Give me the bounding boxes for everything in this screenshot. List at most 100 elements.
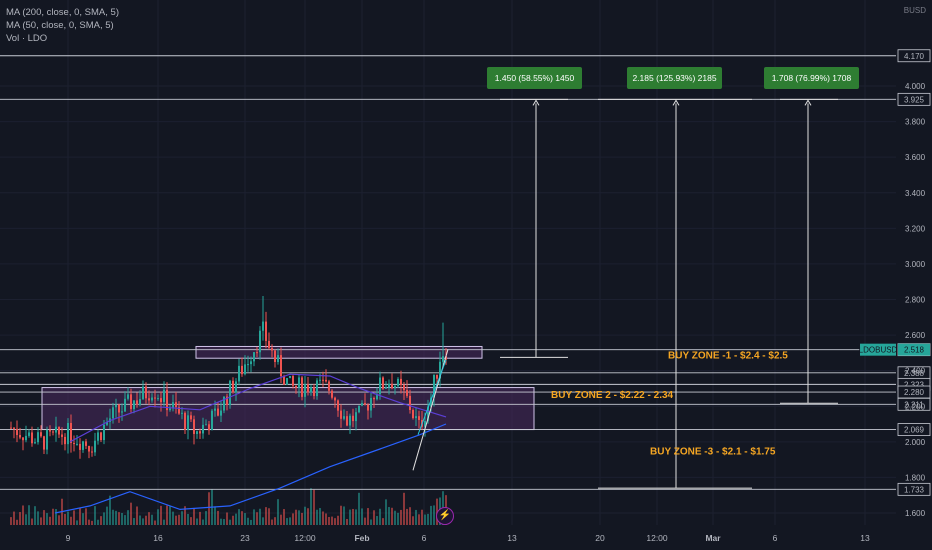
volume-bar bbox=[313, 489, 315, 525]
candle bbox=[67, 422, 69, 445]
price-tick-label: 3.600 bbox=[905, 153, 926, 162]
volume-bar bbox=[172, 511, 174, 525]
buy-zone-label[interactable]: BUY ZONE -1 - $2.4 - $2.5 bbox=[668, 351, 788, 362]
volume-bar bbox=[16, 519, 18, 525]
price-tick-label: 3.200 bbox=[905, 224, 926, 233]
volume-bar bbox=[373, 510, 375, 525]
buy-zone-label[interactable]: BUY ZONE 2 - $2.22 - 2.34 bbox=[551, 390, 674, 401]
volume-bar bbox=[31, 518, 33, 525]
measure-label-box[interactable] bbox=[627, 67, 722, 89]
time-tick-label: Feb bbox=[354, 533, 369, 543]
lightning-icon[interactable]: ⚡ bbox=[436, 507, 454, 525]
volume-bar bbox=[115, 510, 117, 525]
current-price-tag[interactable] bbox=[898, 343, 930, 356]
measure-label-box[interactable] bbox=[487, 67, 582, 89]
volume-bar bbox=[334, 518, 336, 525]
measure-label-box[interactable] bbox=[764, 67, 859, 89]
volume-bar bbox=[67, 511, 69, 525]
candle bbox=[418, 416, 420, 420]
candle bbox=[358, 405, 360, 413]
volume-bar bbox=[427, 513, 429, 525]
volume-bar bbox=[319, 508, 321, 525]
level-tag[interactable] bbox=[897, 397, 931, 411]
volume-bar bbox=[103, 512, 105, 525]
candle bbox=[25, 435, 27, 441]
candle bbox=[97, 432, 99, 441]
level-tag[interactable] bbox=[897, 92, 931, 106]
candle bbox=[169, 408, 171, 411]
candle bbox=[70, 422, 72, 444]
volume-bar bbox=[97, 519, 99, 525]
volume-bar bbox=[382, 518, 384, 525]
candle bbox=[346, 416, 348, 426]
candle bbox=[136, 400, 138, 405]
candle bbox=[394, 386, 396, 389]
candle bbox=[256, 352, 258, 354]
candlestick-series bbox=[10, 295, 447, 459]
time-tick-label: 23 bbox=[240, 533, 250, 543]
volume-bar bbox=[406, 508, 408, 525]
level-tag[interactable] bbox=[897, 482, 931, 496]
volume-bar bbox=[268, 508, 270, 525]
candle bbox=[16, 428, 18, 436]
volume-bar bbox=[196, 518, 198, 525]
volume-bar bbox=[229, 519, 231, 525]
candle bbox=[106, 422, 108, 425]
candle bbox=[328, 381, 330, 391]
candle bbox=[244, 364, 246, 375]
volume-bar bbox=[409, 507, 411, 525]
measure-tools[interactable]: 1.450 (58.55%) 1450 2.185 (125.93%) 2185 1… bbox=[487, 67, 859, 489]
candle bbox=[121, 411, 123, 413]
legend-ma50[interactable]: MA (50, close, 0, SMA, 5) bbox=[6, 20, 114, 31]
volume-bar bbox=[421, 509, 423, 525]
time-tick-label: 13 bbox=[507, 533, 517, 543]
upper-zone-box[interactable] bbox=[195, 345, 483, 359]
volume-bar bbox=[322, 511, 324, 525]
volume-bar bbox=[259, 508, 261, 525]
trend-lines[interactable] bbox=[412, 349, 449, 471]
candle bbox=[292, 376, 294, 386]
candle bbox=[304, 384, 306, 397]
legend-ma200[interactable]: MA (200, close, 0, SMA, 5) bbox=[6, 7, 119, 18]
trend-line[interactable] bbox=[417, 359, 447, 435]
buy-zone-label[interactable]: BUY ZONE -3 - $2.1 - $1.75 bbox=[650, 447, 776, 458]
volume-bar bbox=[43, 510, 45, 525]
legend-volume[interactable]: Vol · LDO bbox=[6, 33, 48, 44]
candle bbox=[259, 330, 261, 353]
time-tick-label: 12:00 bbox=[294, 533, 316, 543]
volume-bar bbox=[52, 508, 54, 525]
volume-bar bbox=[40, 517, 42, 525]
level-tag[interactable] bbox=[897, 423, 931, 436]
candle bbox=[85, 441, 87, 446]
level-tag-label: 4.170 bbox=[904, 52, 925, 61]
candle bbox=[43, 436, 45, 450]
ma50-line bbox=[69, 373, 447, 443]
buy-zone-annotations[interactable]: BUY ZONE -1 - $2.4 - $2.5 BUY ZONE 2 - $2… bbox=[551, 351, 788, 458]
volume-bar bbox=[370, 519, 372, 525]
time-tick-label: 12:00 bbox=[646, 533, 668, 543]
price-axis[interactable]: 1.600 1.800 2.000 2.200 2.400 2.600 2.800 3.000… bbox=[905, 82, 926, 518]
candle bbox=[403, 384, 405, 391]
candle bbox=[10, 427, 12, 429]
candle bbox=[127, 394, 129, 399]
candle bbox=[319, 379, 321, 381]
volume-bar bbox=[283, 509, 285, 525]
symbol-tag[interactable] bbox=[860, 343, 896, 356]
level-tag-label: 1.733 bbox=[904, 485, 925, 494]
volume-bar bbox=[412, 516, 414, 525]
volume-bar bbox=[76, 520, 78, 525]
volume-bar bbox=[148, 512, 150, 525]
price-tick-label: 2.600 bbox=[905, 331, 926, 340]
candle bbox=[334, 397, 336, 401]
time-axis[interactable]: 9 16 23 12:00 Feb 6 13 20 12:00 Mar 6 13 bbox=[66, 533, 870, 543]
candle bbox=[145, 386, 147, 399]
volume-bar bbox=[217, 510, 219, 525]
level-tag[interactable] bbox=[897, 49, 931, 63]
candle bbox=[52, 431, 54, 433]
candle bbox=[424, 421, 426, 427]
candle bbox=[142, 386, 144, 400]
candle bbox=[190, 415, 192, 420]
candle bbox=[202, 424, 204, 434]
